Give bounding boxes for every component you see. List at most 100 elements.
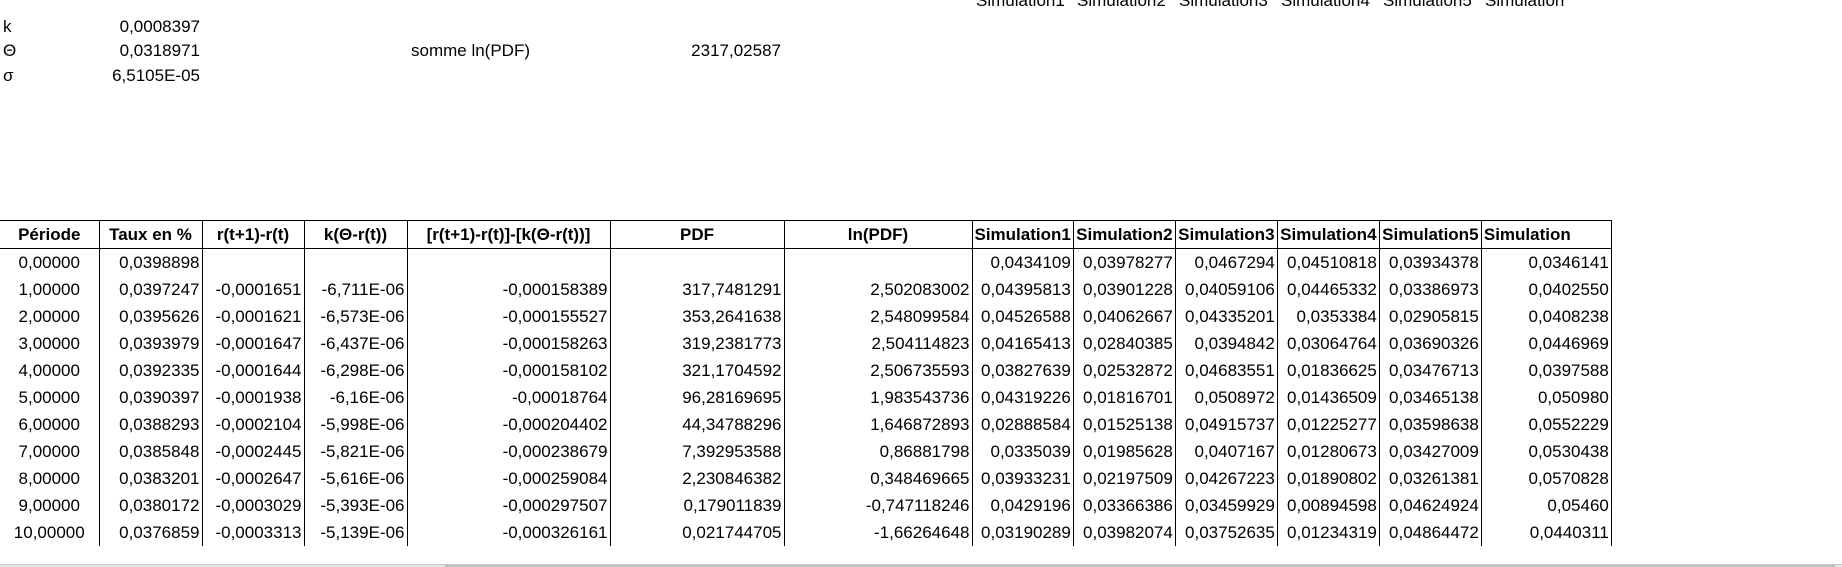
- cell-simulation1[interactable]: 0,04165413: [972, 330, 1074, 357]
- cell-simulation4[interactable]: 0,04465332: [1277, 276, 1380, 303]
- cell-k-theta[interactable]: [304, 248, 408, 276]
- cell-simulation6[interactable]: 0,0408238: [1481, 303, 1612, 330]
- cell-delta-r[interactable]: -0,0002647: [202, 465, 305, 492]
- param-theta-value[interactable]: 0,0318971: [119, 41, 200, 60]
- cell-delta-r[interactable]: -0,0001644: [202, 357, 305, 384]
- cell-simulation2[interactable]: 0,03978277: [1073, 248, 1176, 276]
- cell-k-theta[interactable]: -5,821E-06: [304, 438, 408, 465]
- cell-taux[interactable]: 0,0390397: [99, 384, 203, 411]
- header-ln-pdf[interactable]: ln(PDF): [784, 220, 973, 249]
- header-simulation5[interactable]: Simulation5: [1379, 220, 1482, 249]
- cell-simulation3[interactable]: 0,0467294: [1175, 248, 1278, 276]
- cell-delta-r[interactable]: [202, 248, 305, 276]
- cell-residual[interactable]: -0,000297507: [407, 492, 611, 519]
- cell-simulation1[interactable]: 0,03827639: [972, 357, 1074, 384]
- cell-periode[interactable]: 6,00000: [0, 411, 100, 438]
- cell-residual[interactable]: [407, 248, 611, 276]
- cell-simulation6[interactable]: 0,0346141: [1481, 248, 1612, 276]
- cell-delta-r[interactable]: -0,0002104: [202, 411, 305, 438]
- header-delta-r[interactable]: r(t+1)-r(t): [202, 220, 305, 249]
- cell-k-theta[interactable]: -6,16E-06: [304, 384, 408, 411]
- cell-simulation1[interactable]: 0,02888584: [972, 411, 1074, 438]
- sum-ln-pdf-value[interactable]: 2317,02587: [691, 41, 781, 60]
- cell-taux[interactable]: 0,0383201: [99, 465, 203, 492]
- cell-simulation1[interactable]: 0,0429196: [972, 492, 1074, 519]
- scrollbar-thumb[interactable]: [445, 565, 1835, 567]
- cell-simulation4[interactable]: 0,01436509: [1277, 384, 1380, 411]
- cell-pdf[interactable]: 0,021744705: [610, 519, 785, 546]
- top-sim-header-2[interactable]: Simulation2: [1077, 0, 1166, 10]
- cell-residual[interactable]: -0,000158263: [407, 330, 611, 357]
- cell-periode[interactable]: 9,00000: [0, 492, 100, 519]
- cell-taux[interactable]: 0,0376859: [99, 519, 203, 546]
- cell-periode[interactable]: 8,00000: [0, 465, 100, 492]
- cell-taux[interactable]: 0,0380172: [99, 492, 203, 519]
- cell-simulation4[interactable]: 0,01280673: [1277, 438, 1380, 465]
- header-periode[interactable]: Période: [0, 220, 100, 249]
- cell-pdf[interactable]: 317,7481291: [610, 276, 785, 303]
- cell-pdf[interactable]: 319,2381773: [610, 330, 785, 357]
- cell-simulation5[interactable]: 0,02905815: [1379, 303, 1482, 330]
- cell-simulation3[interactable]: 0,0508972: [1175, 384, 1278, 411]
- cell-periode[interactable]: 5,00000: [0, 384, 100, 411]
- cell-ln-pdf[interactable]: 1,646872893: [784, 411, 973, 438]
- cell-periode[interactable]: 2,00000: [0, 303, 100, 330]
- cell-simulation4[interactable]: 0,03064764: [1277, 330, 1380, 357]
- cell-simulation2[interactable]: 0,02840385: [1073, 330, 1176, 357]
- cell-delta-r[interactable]: -0,0003313: [202, 519, 305, 546]
- cell-delta-r[interactable]: -0,0003029: [202, 492, 305, 519]
- cell-taux[interactable]: 0,0393979: [99, 330, 203, 357]
- param-k-label[interactable]: k: [3, 17, 12, 36]
- cell-residual[interactable]: -0,000238679: [407, 438, 611, 465]
- header-simulation2[interactable]: Simulation2: [1073, 220, 1176, 249]
- cell-simulation4[interactable]: 0,01234319: [1277, 519, 1380, 546]
- cell-simulation6[interactable]: 0,0446969: [1481, 330, 1612, 357]
- cell-simulation3[interactable]: 0,04059106: [1175, 276, 1278, 303]
- cell-ln-pdf[interactable]: 2,506735593: [784, 357, 973, 384]
- cell-k-theta[interactable]: -6,573E-06: [304, 303, 408, 330]
- cell-simulation4[interactable]: 0,01836625: [1277, 357, 1380, 384]
- cell-pdf[interactable]: 0,179011839: [610, 492, 785, 519]
- top-sim-header-6[interactable]: Simulation: [1485, 0, 1565, 10]
- cell-periode[interactable]: 10,00000: [0, 519, 100, 546]
- cell-residual[interactable]: -0,000158102: [407, 357, 611, 384]
- cell-simulation3[interactable]: 0,03459929: [1175, 492, 1278, 519]
- cell-k-theta[interactable]: -5,616E-06: [304, 465, 408, 492]
- cell-residual[interactable]: -0,000326161: [407, 519, 611, 546]
- cell-simulation6[interactable]: 0,0530438: [1481, 438, 1612, 465]
- cell-residual[interactable]: -0,000259084: [407, 465, 611, 492]
- cell-residual[interactable]: -0,000158389: [407, 276, 611, 303]
- param-k-value[interactable]: 0,0008397: [119, 17, 200, 36]
- cell-simulation2[interactable]: 0,03366386: [1073, 492, 1176, 519]
- cell-k-theta[interactable]: -5,139E-06: [304, 519, 408, 546]
- cell-simulation6[interactable]: 0,0570828: [1481, 465, 1612, 492]
- cell-simulation2[interactable]: 0,02197509: [1073, 465, 1176, 492]
- cell-simulation3[interactable]: 0,04267223: [1175, 465, 1278, 492]
- cell-simulation3[interactable]: 0,04335201: [1175, 303, 1278, 330]
- cell-simulation2[interactable]: 0,01985628: [1073, 438, 1176, 465]
- param-sigma-label[interactable]: σ: [3, 66, 14, 85]
- cell-simulation6[interactable]: 0,0440311: [1481, 519, 1612, 546]
- header-k-theta[interactable]: k(Θ-r(t)): [304, 220, 408, 249]
- cell-taux[interactable]: 0,0392335: [99, 357, 203, 384]
- cell-simulation5[interactable]: 0,03427009: [1379, 438, 1482, 465]
- cell-ln-pdf[interactable]: 0,348469665: [784, 465, 973, 492]
- cell-simulation5[interactable]: 0,03934378: [1379, 248, 1482, 276]
- cell-k-theta[interactable]: -5,393E-06: [304, 492, 408, 519]
- cell-simulation2[interactable]: 0,03982074: [1073, 519, 1176, 546]
- cell-simulation3[interactable]: 0,03752635: [1175, 519, 1278, 546]
- cell-simulation2[interactable]: 0,03901228: [1073, 276, 1176, 303]
- cell-taux[interactable]: 0,0385848: [99, 438, 203, 465]
- cell-ln-pdf[interactable]: 2,548099584: [784, 303, 973, 330]
- cell-simulation1[interactable]: 0,04319226: [972, 384, 1074, 411]
- cell-simulation5[interactable]: 0,03476713: [1379, 357, 1482, 384]
- param-theta-label[interactable]: Θ: [3, 41, 17, 60]
- header-residual[interactable]: [r(t+1)-r(t)]-[k(Θ-r(t))]: [407, 220, 611, 249]
- cell-simulation1[interactable]: 0,03190289: [972, 519, 1074, 546]
- cell-ln-pdf[interactable]: 1,983543736: [784, 384, 973, 411]
- cell-simulation1[interactable]: 0,0335039: [972, 438, 1074, 465]
- cell-simulation1[interactable]: 0,03933231: [972, 465, 1074, 492]
- cell-residual[interactable]: -0,000204402: [407, 411, 611, 438]
- cell-simulation3[interactable]: 0,0394842: [1175, 330, 1278, 357]
- cell-delta-r[interactable]: -0,0002445: [202, 438, 305, 465]
